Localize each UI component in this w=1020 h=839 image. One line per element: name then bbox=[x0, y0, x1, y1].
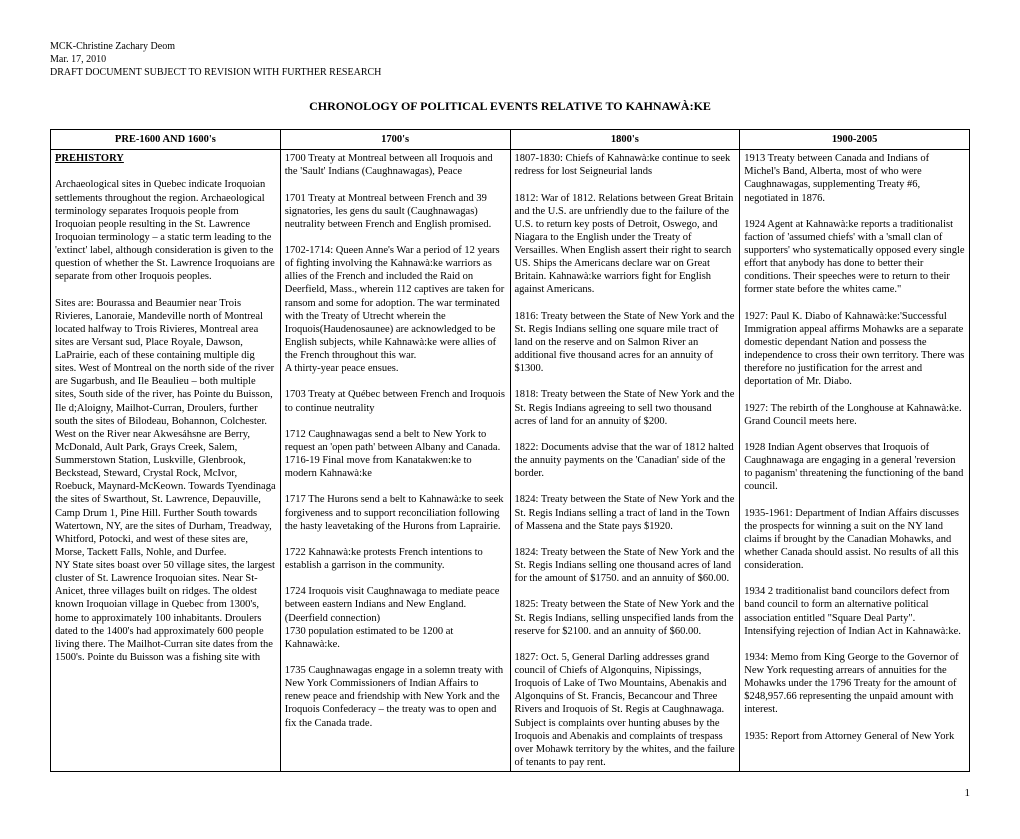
chronology-table: PRE-1600 AND 1600's 1700's 1800's 1900-2… bbox=[50, 129, 970, 772]
table-row: PREHISTORY Archaeological sites in Quebe… bbox=[51, 150, 970, 772]
header-date: Mar. 17, 2010 bbox=[50, 53, 970, 66]
prehistory-heading: PREHISTORY bbox=[55, 153, 124, 164]
column-header-3: 1900-2005 bbox=[740, 130, 970, 150]
column-header-1: 1700's bbox=[280, 130, 510, 150]
cell-1900s: 1913 Treaty between Canada and Indians o… bbox=[740, 150, 970, 772]
document-title: CHRONOLOGY OF POLITICAL EVENTS RELATIVE … bbox=[50, 99, 970, 114]
page-number: 1 bbox=[50, 787, 970, 799]
column-header-0: PRE-1600 AND 1600's bbox=[51, 130, 281, 150]
header-status: DRAFT DOCUMENT SUBJECT TO REVISION WITH … bbox=[50, 66, 970, 79]
prehistory-body: Archaeological sites in Quebec indicate … bbox=[55, 179, 276, 663]
header-author: MCK-Christine Zachary Deom bbox=[50, 40, 970, 53]
cell-1700s: 1700 Treaty at Montreal between all Iroq… bbox=[280, 150, 510, 772]
column-header-2: 1800's bbox=[510, 130, 740, 150]
document-header: MCK-Christine Zachary Deom Mar. 17, 2010… bbox=[50, 40, 970, 79]
table-header-row: PRE-1600 AND 1600's 1700's 1800's 1900-2… bbox=[51, 130, 970, 150]
cell-prehistory: PREHISTORY Archaeological sites in Quebe… bbox=[51, 150, 281, 772]
cell-1800s: 1807-1830: Chiefs of Kahnawà:ke continue… bbox=[510, 150, 740, 772]
